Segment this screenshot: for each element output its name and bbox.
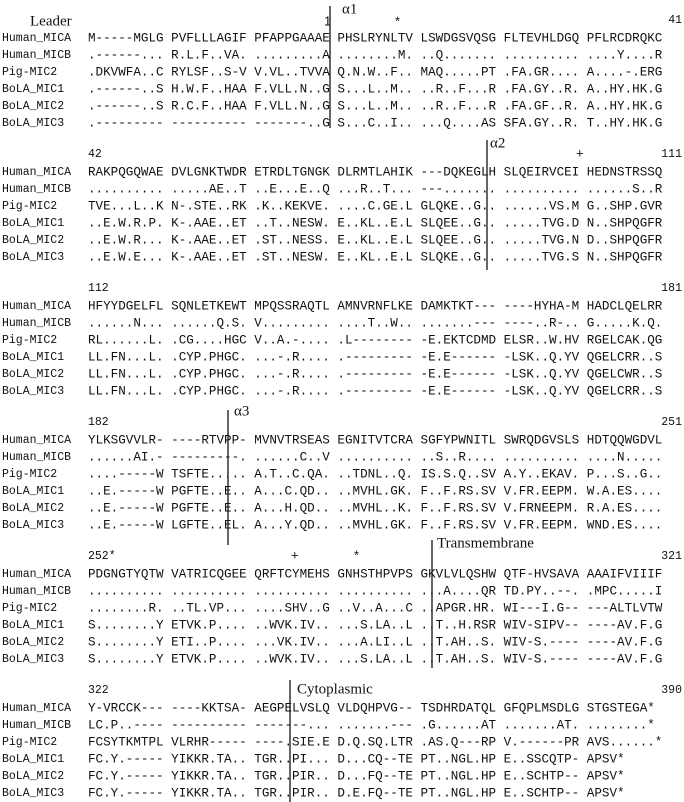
sequence-name: BoLA_MIC3 — [2, 117, 64, 130]
sequence: FC.Y.----- YIKKR.TA.. TGR..PI... D...CQ-… — [88, 752, 625, 766]
start-number: 112 — [88, 282, 109, 295]
sequence-name: BoLA_MIC3 — [2, 653, 64, 666]
annotation: Cytoplasmic — [297, 681, 373, 697]
sequence-name: BoLA_MIC1 — [2, 351, 64, 364]
sequence-name: Human_MICA — [2, 32, 71, 45]
sequence-name: Pig-MIC2 — [2, 200, 57, 213]
sequence-name: Pig-MIC2 — [2, 334, 57, 347]
sequence-name: BoLA_MIC3 — [2, 251, 64, 264]
annotation: + — [291, 547, 299, 562]
sequence-name: BoLA_MIC2 — [2, 636, 64, 649]
start-number: 182 — [88, 416, 109, 429]
sequence-name: Human_MICB — [2, 183, 71, 196]
end-number: 390 — [661, 684, 682, 697]
sequence-name: Human_MICB — [2, 317, 71, 330]
sequence-name: Human_MICB — [2, 451, 71, 464]
annotation: α1 — [342, 1, 357, 17]
sequence-name: Human_MICA — [2, 300, 71, 313]
sequence-name: BoLA_MIC3 — [2, 385, 64, 398]
sequence-name: Pig-MIC2 — [2, 66, 57, 79]
sequence-name: Pig-MIC2 — [2, 602, 57, 615]
sequence: HFYYDGELFL SQNLETKEWT MPQSSRAQTL AMNVRNF… — [88, 299, 663, 313]
sequence: ..E.W.R.P. K-.AAE..ET ..T..NESW. E..KL..… — [88, 216, 663, 230]
start-number: 42 — [88, 148, 102, 161]
end-number: 41 — [668, 14, 682, 27]
annotation: α3 — [234, 403, 249, 419]
sequence: LC.P..---- ---------- -------... .......… — [88, 718, 655, 732]
sequence-name: BoLA_MIC2 — [2, 100, 64, 113]
annotation: * — [395, 13, 400, 28]
sequence: S........Y ETVK.P.... ..WVK.IV.. ...S.LA… — [88, 652, 662, 666]
sequence-name: BoLA_MIC1 — [2, 619, 64, 632]
sequence: LL.FN...L. .CYP.PHGC. ...-.R.... .------… — [88, 384, 662, 398]
sequence-name: Human_MICA — [2, 166, 71, 179]
annotation: Leader — [30, 13, 72, 29]
sequence: RL......L. .CG....HGC V..A.-.... .L-----… — [88, 333, 662, 347]
annotation: * — [354, 547, 359, 562]
start-number: 322 — [88, 684, 109, 697]
sequence: .------... R.L.F..VA. .........A .......… — [88, 48, 663, 62]
sequence: .------..S H.W.F..HAA F.VLL.N..G S...L..… — [88, 82, 662, 96]
annotation: Transmembrane — [437, 535, 534, 551]
sequence: .......... .......... .......... .......… — [88, 584, 662, 598]
sequence: Y-VRCCK--- ----KKTSA- AEGPELVSLQ VLDQHPV… — [88, 701, 655, 715]
sequence: YLKSGVVLR- ----RTVPP- MVNVTRSEAS EGNITVT… — [88, 433, 662, 447]
sequence-name: Human_MICA — [2, 702, 71, 715]
sequence: RAKPQGQWAE DVLGNKTWDR ETRDLTGNGK DLRMTLA… — [88, 165, 662, 179]
sequence: FCSYTKMTPL VLRHR----- ----.SIE.E D.Q.SQ.… — [88, 735, 662, 749]
annotation: + — [576, 145, 584, 160]
sequence-name: Human_MICA — [2, 568, 71, 581]
sequence: PDGNGTYQTW VATRICQGEE QRFTCYMEHS GNHSTHP… — [88, 567, 662, 581]
sequence: ..E.W.R... K-.AAE..ET .ST..NESS. E..KL..… — [88, 233, 663, 247]
sequence-name: BoLA_MIC1 — [2, 83, 64, 96]
sequence-name: Pig-MIC2 — [2, 468, 57, 481]
end-number: 111 — [661, 148, 682, 161]
end-number: 251 — [661, 416, 682, 429]
sequence-name: BoLA_MIC1 — [2, 217, 64, 230]
annotation: α2 — [490, 135, 505, 151]
start-number: 252* — [88, 550, 116, 563]
sequence: ......AI.- ---------. ......C..V .......… — [88, 450, 662, 464]
sequence: FC.Y.----- YIKKR.TA.. TGR..PIR.. D.E.FQ-… — [88, 786, 625, 800]
sequence: FC.Y.----- YIKKR.TA.. TGR..PIR.. D...FQ-… — [88, 769, 625, 783]
sequence-name: BoLA_MIC2 — [2, 770, 64, 783]
sequence-name: BoLA_MIC1 — [2, 485, 64, 498]
sequence: S........Y ETI..P.... ...VK.IV.. ...A.LI… — [88, 635, 662, 649]
sequence: .DKVWFA..C RYLSF..S-V V.VL..TVVA Q.N.W..… — [88, 65, 662, 79]
sequence-name: Human_MICB — [2, 719, 71, 732]
sequence: ..E.-----W PGFTE..E.. A...C.QD.. ..MVHL.… — [88, 484, 662, 498]
sequence: ....-----W TSFTE..... A.T..C.QA. ..TDNL.… — [88, 467, 662, 481]
sequence: M-----MGLG PVFLLLAGIF PFAPPGAAAE PHSLRYN… — [88, 31, 663, 45]
sequence-name: Human_MICB — [2, 49, 71, 62]
sequence: S........Y ETVK.P.... ..WVK.IV.. ...S.LA… — [88, 618, 662, 632]
annotation: 1 — [324, 13, 331, 28]
sequence: ........R. ..TL.VP... ....SHV..G ..V..A.… — [88, 601, 663, 615]
sequence: ..E.-----W PGFTE..E.. A...H.QD.. ..MVHL.… — [88, 501, 662, 515]
end-number: 181 — [661, 282, 682, 295]
sequence-name: BoLA_MIC2 — [2, 368, 64, 381]
sequence: ..E.-----W LGFTE..EL. A...Y.QD.. ..MVHL.… — [88, 518, 662, 532]
sequence: LL.FN...L. .CYP.PHGC. ...-.R.... .------… — [88, 367, 662, 381]
sequence: TVE...L..K N-.STE..RK .K..KEKVE. ....C.G… — [88, 199, 663, 213]
end-number: 321 — [661, 550, 682, 563]
sequence-name: BoLA_MIC1 — [2, 753, 64, 766]
sequence: .--------- ---------- -------..G S...C..… — [88, 116, 662, 130]
sequence-name: BoLA_MIC2 — [2, 234, 64, 247]
sequence: .------..S R.C.F..HAA F.VLL.N..G S...L..… — [88, 99, 662, 113]
sequence-name: Human_MICA — [2, 434, 71, 447]
sequence-name: Pig-MIC2 — [2, 736, 57, 749]
sequence: ..E.W.E... K-.AAE..ET .ST..NESW. E..KL..… — [88, 250, 663, 264]
sequence-name: BoLA_MIC2 — [2, 502, 64, 515]
sequence: ......N... ......Q.S. V......... ....T..… — [88, 316, 662, 330]
sequence-name: Human_MICB — [2, 585, 71, 598]
sequence: LL.FN...L. .CYP.PHGC. ...-.R.... .------… — [88, 350, 662, 364]
sequence-name: BoLA_MIC3 — [2, 787, 64, 800]
sequence: .......... .....AE..T ..E...E..Q ...R..T… — [88, 182, 663, 196]
sequence-name: BoLA_MIC3 — [2, 519, 64, 532]
